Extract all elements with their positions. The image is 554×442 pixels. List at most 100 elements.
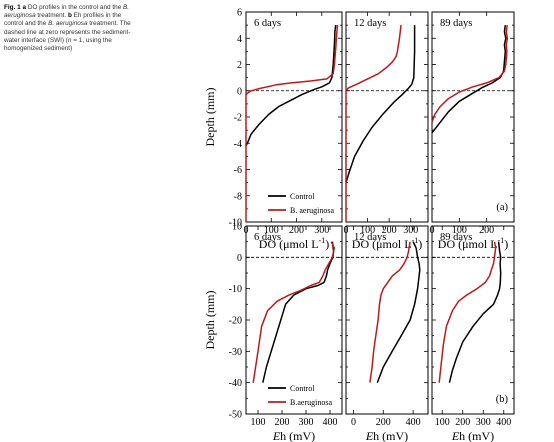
- x-tick-label: 200: [275, 417, 290, 428]
- panel-2: 0 200 400 12 days Eh (mV): [345, 225, 429, 442]
- x-tick-label: 200: [289, 225, 304, 236]
- series-line-control: [345, 25, 416, 183]
- panel-title: 12 days: [354, 18, 386, 29]
- caption-b-end: treatment. The dashed line at zero repre…: [4, 20, 131, 44]
- series-line-control: [431, 24, 507, 134]
- series-line-treatment: [345, 25, 402, 222]
- x-axis-label-sup: -1: [498, 236, 505, 245]
- caption-b-text: Eh profiles in the control and the: [4, 12, 122, 28]
- x-tick-label: 100: [435, 417, 450, 428]
- x-axis-label-italic: E: [272, 429, 281, 442]
- x-tick-label: 400: [406, 417, 421, 428]
- x-axis-label: DO (μmol L-1): [259, 236, 329, 251]
- panel-title: 6 days: [254, 18, 281, 29]
- x-axis-label: Eh (mV): [451, 429, 494, 442]
- x-axis-label-end: ): [325, 237, 329, 251]
- y-tick-label: 10: [232, 222, 242, 233]
- legend-label: B.aeruginosa: [290, 398, 332, 407]
- x-tick-label: 200: [376, 417, 391, 428]
- caption-fig-label: Fig. 1: [4, 4, 21, 11]
- x-axis-label-main: h (mV): [373, 429, 408, 442]
- x-axis-label-main: h (mV): [280, 429, 315, 442]
- x-axis-label: Eh (mV): [365, 429, 408, 442]
- series-line-treatment: [252, 241, 336, 383]
- x-tick-label: 400: [323, 417, 338, 428]
- y-axis-label: Depth (mm): [203, 88, 217, 147]
- legend-label: Control: [290, 384, 315, 393]
- x-tick-label: 100: [452, 225, 467, 236]
- panel-frame: [245, 11, 343, 223]
- y-tick-label: 4: [237, 34, 242, 45]
- panel-title: 89 days: [440, 18, 472, 29]
- x-axis-label: Eh (mV): [272, 429, 315, 442]
- y-tick-label: -20: [229, 316, 242, 327]
- caption-species-a: B. aeruginosa: [4, 4, 130, 20]
- y-tick-label: -10: [229, 284, 242, 295]
- x-axis-label-italic: E: [451, 429, 460, 442]
- y-tick-label: -6: [234, 165, 242, 176]
- x-tick-label: 100: [264, 225, 279, 236]
- caption-n: n: [67, 36, 72, 44]
- x-axis-label-main: DO (μmol L: [259, 237, 319, 251]
- series-line-treatment: [245, 25, 339, 222]
- x-tick-label: 100: [251, 417, 266, 428]
- y-tick-label: -50: [229, 410, 242, 421]
- panel-frame: [431, 225, 515, 415]
- panel-title: 89 days: [440, 232, 472, 243]
- x-tick-label: 0: [351, 417, 356, 428]
- series-line-control: [245, 25, 337, 147]
- legend-label: B. aeruginosa: [290, 206, 334, 215]
- panel-3: 100 200 300 400 89 days Eh (mV): [431, 225, 515, 442]
- y-tick-label: -40: [229, 378, 242, 389]
- y-tick-label: -30: [229, 347, 242, 358]
- y-axis-label: Depth (mm): [203, 291, 217, 350]
- x-axis-label-italic: E: [365, 429, 374, 442]
- panel-frame: [345, 11, 429, 223]
- x-tick-label: 200: [479, 225, 494, 236]
- series-line-treatment: [369, 241, 411, 383]
- x-tick-label: 200: [382, 225, 397, 236]
- panel-title: 6 days: [254, 232, 281, 243]
- x-axis-label: DO (μmol L-1): [438, 236, 508, 251]
- series-line-treatment: [431, 24, 509, 123]
- y-tick-label: -8: [234, 191, 242, 202]
- x-tick-label: 400: [496, 417, 511, 428]
- series-line-control: [448, 241, 502, 383]
- series-line-treatment: [438, 241, 497, 383]
- series-line-control: [262, 241, 335, 383]
- x-axis-label-end: ): [504, 237, 508, 251]
- y-tick-label: 0: [237, 86, 242, 97]
- x-tick-label: 300: [314, 225, 329, 236]
- y-tick-label: 2: [237, 60, 242, 71]
- caption-part-b: b: [67, 12, 72, 20]
- x-tick-label: 200: [455, 417, 470, 428]
- y-tick-label: -10: [229, 218, 242, 229]
- y-tick-label: -2: [234, 113, 242, 124]
- caption-n-text: = 1, using the homogenized sediment): [4, 36, 112, 53]
- caption-part-a: a: [22, 4, 27, 11]
- x-tick-label: 300: [476, 417, 491, 428]
- panel-label: (b): [496, 394, 509, 405]
- x-axis-label-sup: -1: [319, 236, 326, 245]
- x-axis-label-end: ): [418, 237, 422, 251]
- y-tick-label: -4: [234, 139, 242, 150]
- figure-caption: Fig. 1 a DO profiles in the control and …: [4, 4, 134, 53]
- caption-species-b: B. aeruginosa: [48, 20, 88, 28]
- x-axis-label: DO (μmol L-1): [352, 236, 422, 251]
- x-axis-label-sup: -1: [412, 236, 419, 245]
- x-axis-label-main: h (mV): [459, 429, 494, 442]
- caption-a-text: DO profiles in the control and the: [26, 4, 124, 11]
- panel-label: (a): [496, 202, 508, 213]
- x-axis-label-main: DO (μmol L: [438, 237, 498, 251]
- y-tick-label: 6: [237, 8, 242, 19]
- panel-1: 100 200 300 400 6 days Eh (mV): [245, 225, 343, 442]
- legend-label: Control: [290, 192, 315, 201]
- caption-a-end: treatment.: [35, 12, 68, 20]
- y-tick-label: 0: [237, 253, 242, 264]
